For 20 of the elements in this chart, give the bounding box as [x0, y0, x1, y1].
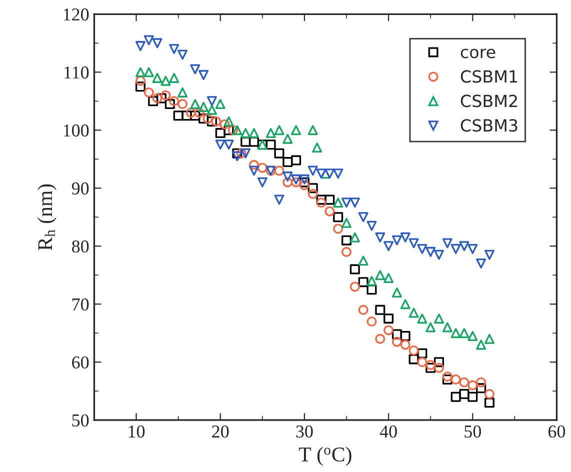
y-tick-label: 90: [72, 182, 89, 195]
y-tick-label: 100: [64, 124, 89, 137]
legend-label: core: [460, 48, 496, 58]
x-tick-label: 20: [212, 425, 229, 438]
x-tick-label: 40: [380, 425, 397, 438]
y-tick-label: 120: [64, 8, 89, 21]
legend-label: CSBM3: [460, 119, 518, 132]
x-tick-label: 10: [128, 425, 145, 438]
y-tick-label: 80: [72, 240, 89, 253]
x-axis-title: T ($^{o}$C): [298, 446, 352, 466]
y-axis-title: R$_{h}$ (nm): [38, 184, 56, 250]
y-tick-label: 50: [72, 414, 89, 427]
y-tick-label: 60: [72, 356, 89, 369]
legend-label: CSBM2: [460, 94, 517, 108]
x-tick-label: 30: [296, 425, 313, 438]
y-tick-label: 110: [64, 66, 89, 79]
y-tick-label: 70: [72, 298, 89, 311]
x-tick-label: 50: [464, 425, 481, 438]
x-tick-label: 60: [548, 425, 566, 438]
legend-label: CSBM1: [460, 70, 518, 83]
